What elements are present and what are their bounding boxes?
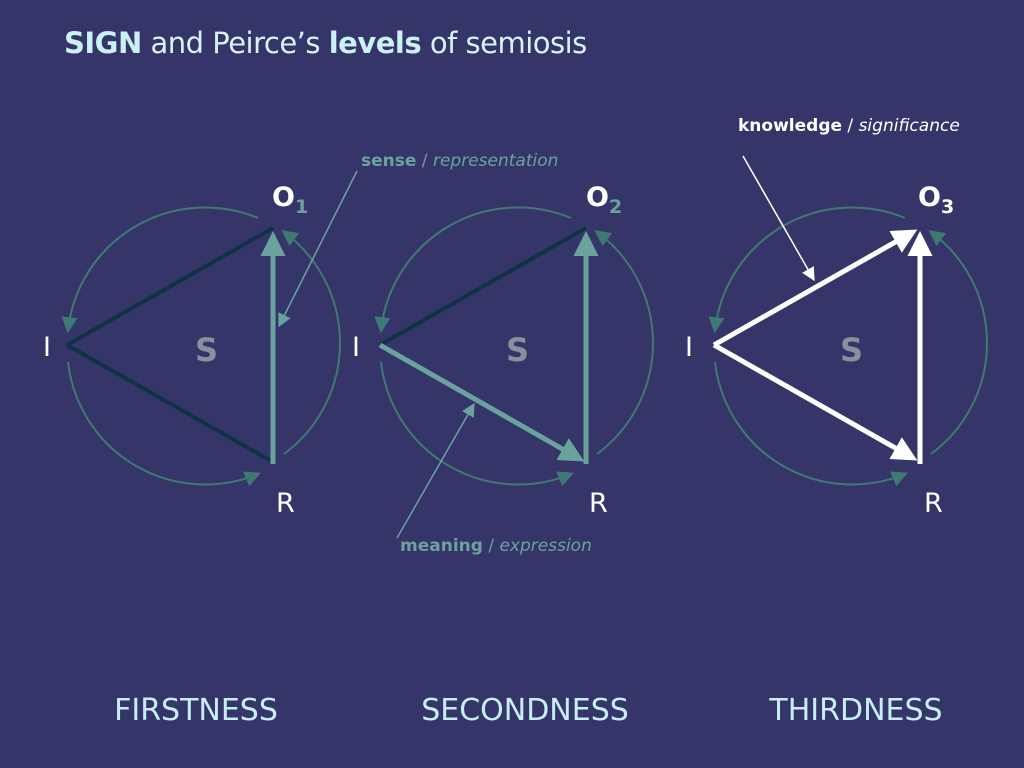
diagram-thirdness: I O3 R S THIRDNESS bbox=[685, 182, 988, 728]
diagram-firstness: I O1 R S FIRSTNESS bbox=[43, 182, 341, 728]
cycle-arrow-right bbox=[594, 230, 654, 455]
annotation-knowledge: knowledge / significance bbox=[738, 116, 960, 282]
center-label-sign: S bbox=[506, 331, 529, 369]
vertex-label-object: O3 bbox=[918, 182, 954, 218]
knowledge-sep: / bbox=[842, 116, 859, 136]
cycle-arrow-top bbox=[374, 206, 572, 334]
edge-interpretant-object bbox=[379, 226, 587, 347]
caption-thirdness: THIRDNESS bbox=[768, 693, 942, 728]
vertex-label-representamen: R bbox=[924, 488, 943, 519]
sense-label: sense / representation bbox=[361, 151, 558, 171]
edge-interpretant-representamen bbox=[66, 343, 274, 464]
knowledge-pointer bbox=[742, 155, 815, 282]
vertex-label-interpretant: I bbox=[352, 332, 360, 363]
sense-pointer bbox=[278, 170, 358, 328]
title-mid: and Peirce’s bbox=[141, 26, 329, 60]
diagram-secondness: I O2 R S SECONDNESS bbox=[352, 182, 654, 728]
slide-title: SIGN and Peirce’s levels of semiosis bbox=[64, 26, 587, 60]
cycle-arrow-bottom bbox=[67, 361, 261, 487]
knowledge-italic: significance bbox=[859, 116, 960, 136]
cycle-arrow-right bbox=[281, 230, 341, 455]
cycle-arrow-top bbox=[61, 206, 259, 334]
meaning-pointer bbox=[396, 402, 475, 539]
edge-interpretant-representamen bbox=[378, 342, 585, 462]
vertex-label-interpretant: I bbox=[685, 332, 693, 363]
vertex-label-object: O2 bbox=[586, 182, 622, 218]
meaning-sep: / bbox=[483, 536, 500, 556]
cycle-arrow-right bbox=[928, 230, 988, 455]
sense-bold: sense bbox=[361, 151, 416, 171]
annotation-meaning: meaning / expression bbox=[396, 402, 592, 556]
cycle-arrow-bottom bbox=[714, 361, 908, 487]
caption-secondness: SECONDNESS bbox=[421, 693, 629, 728]
meaning-label: meaning / expression bbox=[400, 536, 592, 556]
annotation-sense: sense / representation bbox=[278, 151, 558, 328]
object-subscript: 3 bbox=[941, 196, 954, 218]
knowledge-bold: knowledge bbox=[738, 116, 842, 136]
edge-interpretant-object bbox=[712, 229, 918, 348]
edge-interpretant-object bbox=[66, 226, 274, 347]
cycle-arrow-top bbox=[708, 206, 906, 334]
center-label-sign: S bbox=[195, 331, 218, 369]
title-tail: of semiosis bbox=[421, 26, 587, 60]
vertex-label-object: O1 bbox=[272, 182, 308, 218]
title-levels: levels bbox=[328, 26, 422, 60]
vertex-label-representamen: R bbox=[276, 488, 295, 519]
meaning-italic: expression bbox=[499, 536, 591, 556]
vertex-label-interpretant: I bbox=[43, 332, 51, 363]
caption-firstness: FIRSTNESS bbox=[114, 693, 278, 728]
vertex-label-representamen: R bbox=[589, 488, 608, 519]
object-subscript: 2 bbox=[609, 196, 622, 218]
meaning-bold: meaning bbox=[400, 536, 483, 556]
knowledge-label: knowledge / significance bbox=[738, 116, 960, 136]
cycle-arrow-bottom bbox=[380, 361, 574, 487]
sense-italic: representation bbox=[433, 151, 558, 171]
object-letter: O bbox=[918, 182, 941, 213]
object-letter: O bbox=[586, 182, 609, 213]
center-label-sign: S bbox=[840, 331, 863, 369]
sense-sep: / bbox=[416, 151, 433, 171]
edge-interpretant-representamen bbox=[712, 342, 918, 461]
title-sign: SIGN bbox=[64, 26, 142, 60]
object-subscript: 1 bbox=[295, 196, 308, 218]
object-letter: O bbox=[272, 182, 295, 213]
